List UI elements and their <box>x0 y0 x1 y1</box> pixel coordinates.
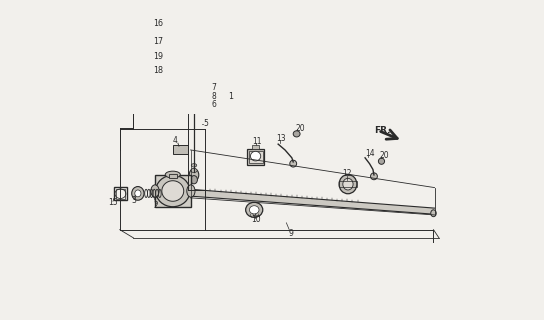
Ellipse shape <box>194 84 209 91</box>
Ellipse shape <box>111 16 156 31</box>
Text: 18: 18 <box>153 66 163 75</box>
Text: 9: 9 <box>288 228 293 237</box>
Ellipse shape <box>115 60 152 75</box>
Ellipse shape <box>250 151 261 161</box>
Text: 3: 3 <box>132 196 137 205</box>
Ellipse shape <box>249 206 259 214</box>
Ellipse shape <box>122 52 144 61</box>
Text: 6: 6 <box>211 100 216 109</box>
Text: 10: 10 <box>251 215 261 224</box>
Ellipse shape <box>118 35 149 48</box>
Ellipse shape <box>165 171 180 178</box>
Ellipse shape <box>111 18 156 33</box>
Text: 1: 1 <box>228 92 233 101</box>
Ellipse shape <box>151 185 159 197</box>
Text: 8: 8 <box>211 92 216 101</box>
Ellipse shape <box>199 86 205 89</box>
Text: 5: 5 <box>203 119 208 128</box>
Bar <box>114 187 127 200</box>
Ellipse shape <box>190 176 197 184</box>
Bar <box>155 175 191 207</box>
Ellipse shape <box>112 33 154 50</box>
Text: 14: 14 <box>365 149 375 158</box>
Ellipse shape <box>290 160 296 167</box>
Text: 11: 11 <box>252 137 262 146</box>
Ellipse shape <box>156 175 190 207</box>
Text: 20: 20 <box>380 151 390 160</box>
Text: 4: 4 <box>173 136 178 145</box>
Bar <box>249 151 263 163</box>
Ellipse shape <box>162 181 184 201</box>
Ellipse shape <box>110 64 157 83</box>
Ellipse shape <box>191 164 197 167</box>
Bar <box>115 68 152 74</box>
Ellipse shape <box>189 169 199 181</box>
Bar <box>339 181 357 187</box>
Text: 20: 20 <box>295 124 305 133</box>
Ellipse shape <box>293 131 300 137</box>
Bar <box>112 39 154 44</box>
Ellipse shape <box>246 202 263 217</box>
Ellipse shape <box>370 173 378 180</box>
Text: 2: 2 <box>154 201 159 210</box>
Ellipse shape <box>187 185 195 197</box>
Ellipse shape <box>124 20 143 27</box>
Ellipse shape <box>339 175 357 194</box>
Text: 15: 15 <box>108 198 118 207</box>
Polygon shape <box>190 189 435 214</box>
Text: 12: 12 <box>342 169 351 178</box>
Text: 7: 7 <box>211 83 216 92</box>
Bar <box>116 189 125 198</box>
Text: 13: 13 <box>276 134 286 143</box>
Text: 17: 17 <box>153 37 163 46</box>
Text: 19: 19 <box>153 52 163 61</box>
Ellipse shape <box>431 210 436 217</box>
Bar <box>248 149 264 165</box>
Ellipse shape <box>114 49 153 64</box>
Bar <box>252 146 259 149</box>
Bar <box>188 82 218 109</box>
Ellipse shape <box>379 158 385 164</box>
Bar <box>114 54 153 59</box>
Ellipse shape <box>124 37 143 45</box>
Ellipse shape <box>132 187 144 200</box>
Bar <box>174 145 188 154</box>
Ellipse shape <box>191 168 197 172</box>
Bar <box>169 174 177 178</box>
Ellipse shape <box>135 190 141 197</box>
Ellipse shape <box>343 178 353 190</box>
Text: 16: 16 <box>153 19 163 28</box>
Text: FR.: FR. <box>374 126 391 135</box>
Ellipse shape <box>121 63 145 73</box>
